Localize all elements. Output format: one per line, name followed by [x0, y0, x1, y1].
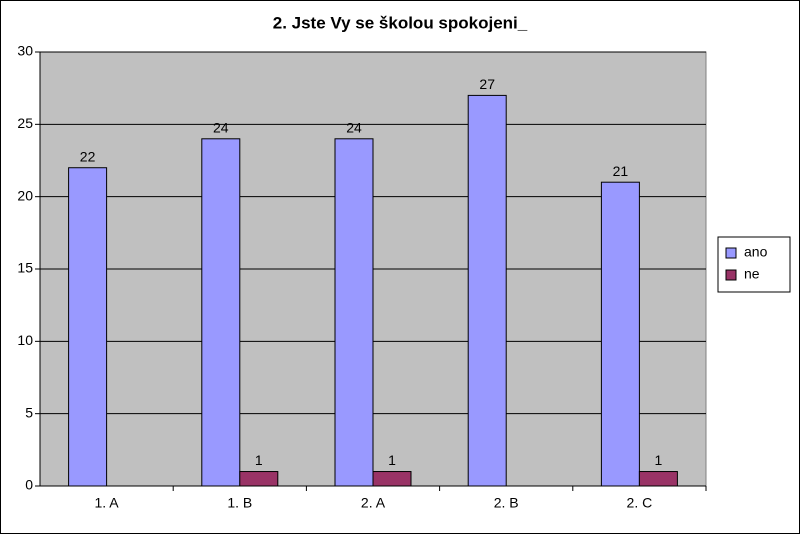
y-tick-label: 5: [25, 404, 33, 420]
legend-box: [717, 236, 791, 293]
bar: [638, 471, 678, 487]
bar: [239, 471, 279, 487]
legend-label: ne: [744, 266, 760, 282]
data-label: 22: [80, 148, 96, 164]
data-label: 1: [655, 452, 663, 468]
y-tick-label: 30: [17, 43, 33, 59]
x-tick-label: 2. A: [361, 495, 386, 511]
chart-title: 2. Jste Vy se školou spokojeni_: [273, 13, 528, 32]
legend-swatch: [725, 269, 737, 281]
bar: [372, 471, 412, 487]
y-tick-label: 10: [17, 332, 33, 348]
data-label: 1: [255, 452, 263, 468]
x-tick-label: 1. A: [95, 495, 120, 511]
legend-swatch: [725, 247, 737, 259]
bar: [201, 138, 241, 487]
bar: [467, 94, 507, 487]
x-tick-label: 2. C: [627, 495, 653, 511]
legend-label: ano: [744, 244, 768, 260]
y-tick-label: 0: [25, 477, 33, 493]
x-tick-label: 2. B: [494, 495, 519, 511]
data-label: 27: [479, 76, 495, 92]
data-label: 24: [346, 120, 362, 136]
x-tick-label: 1. B: [227, 495, 252, 511]
data-label: 21: [613, 163, 629, 179]
bar: [600, 181, 640, 487]
bar: [334, 138, 374, 487]
y-tick-label: 20: [17, 187, 33, 203]
bar: [68, 167, 108, 487]
y-tick-label: 15: [17, 260, 33, 276]
data-label: 24: [213, 120, 229, 136]
y-tick-label: 25: [17, 115, 33, 131]
data-label: 1: [388, 452, 396, 468]
